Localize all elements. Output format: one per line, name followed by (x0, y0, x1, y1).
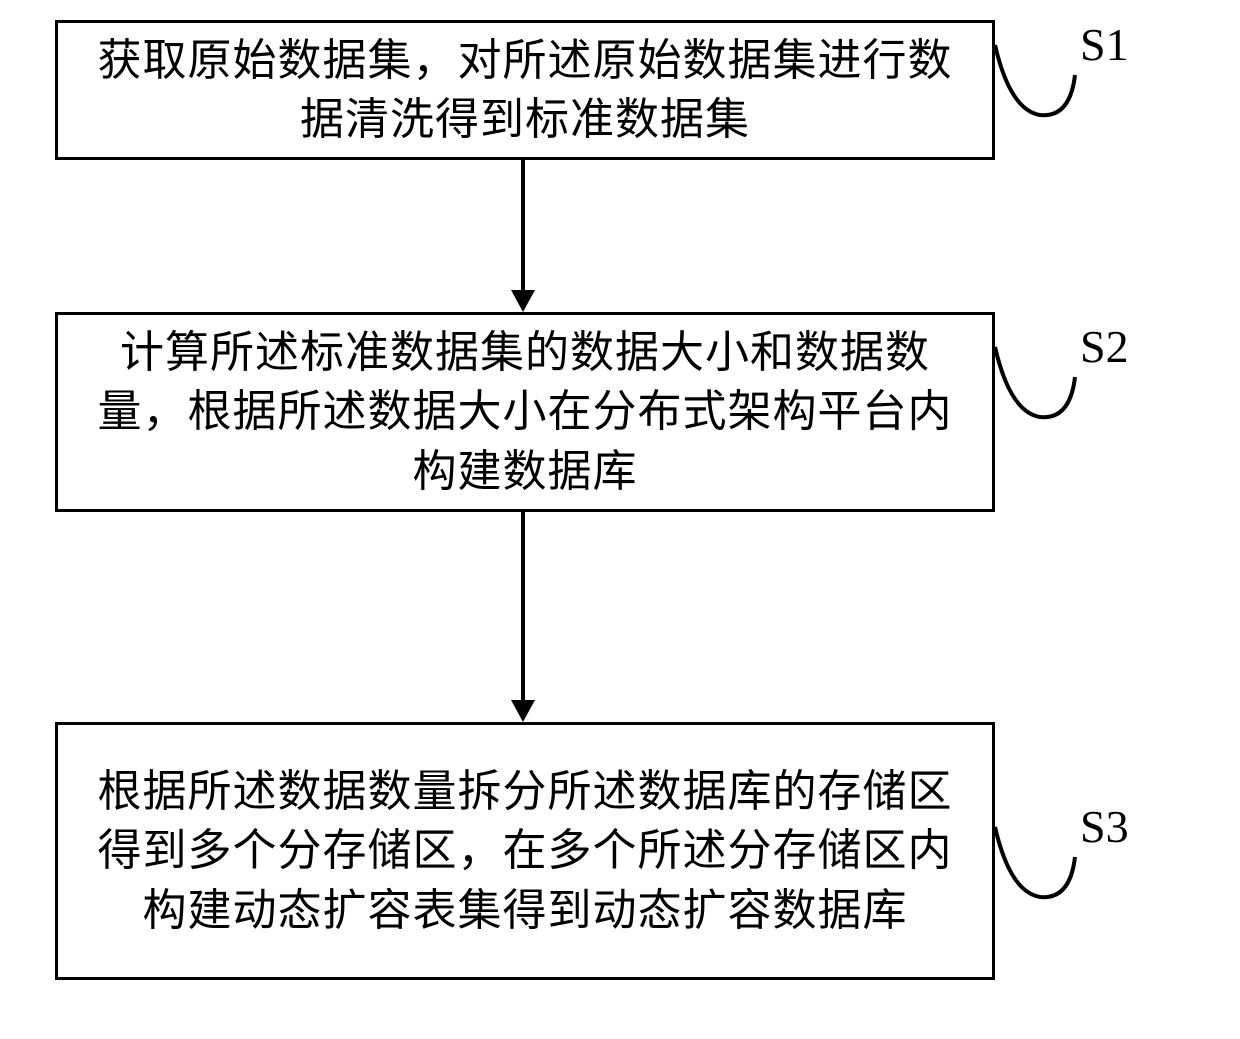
callout-s1 (990, 40, 1080, 125)
flow-node-s1: 获取原始数据集，对所述原始数据集进行数据清洗得到标准数据集 (55, 20, 995, 160)
flow-node-s3: 根据所述数据数量拆分所述数据库的存储区得到多个分存储区，在多个所述分存储区内构建… (55, 722, 995, 980)
callout-s3 (990, 822, 1080, 907)
step-label-s1: S1 (1080, 18, 1129, 71)
arrow-s2-s3-head (511, 700, 535, 722)
flow-node-s1-text: 获取原始数据集，对所述原始数据集进行数据清洗得到标准数据集 (78, 31, 972, 150)
step-label-s3: S3 (1080, 800, 1129, 853)
flow-node-s3-text: 根据所述数据数量拆分所述数据库的存储区得到多个分存储区，在多个所述分存储区内构建… (78, 762, 972, 940)
callout-s2 (990, 342, 1080, 427)
flow-node-s2-text: 计算所述标准数据集的数据大小和数据数量，根据所述数据大小在分布式架构平台内构建数… (78, 323, 972, 501)
arrow-s1-s2-head (511, 290, 535, 312)
flow-node-s2: 计算所述标准数据集的数据大小和数据数量，根据所述数据大小在分布式架构平台内构建数… (55, 312, 995, 512)
arrow-s2-s3-line (521, 512, 525, 700)
arrow-s1-s2-line (521, 160, 525, 290)
step-label-s2: S2 (1080, 320, 1129, 373)
